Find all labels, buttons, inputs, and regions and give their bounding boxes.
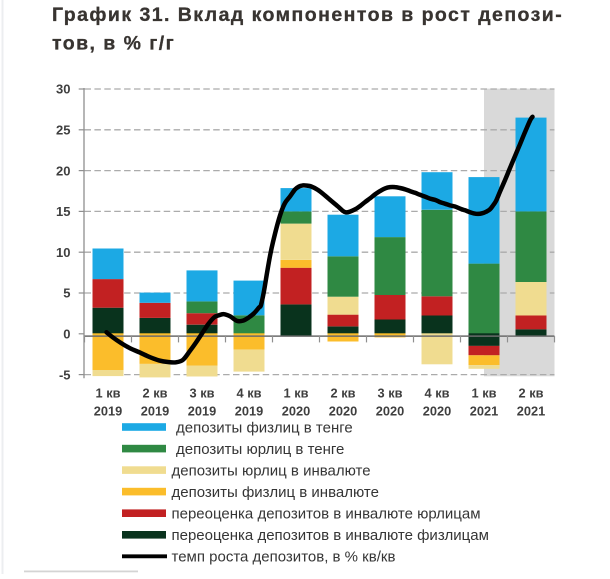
svg-text:депозиты юрлиц в тенге: депозиты юрлиц в тенге <box>176 441 344 458</box>
svg-text:25: 25 <box>56 123 70 138</box>
svg-text:2 кв: 2 кв <box>331 386 356 401</box>
svg-text:2 кв: 2 кв <box>143 386 168 401</box>
svg-text:20: 20 <box>56 163 70 178</box>
svg-text:2020: 2020 <box>423 403 451 418</box>
svg-text:30: 30 <box>56 82 70 97</box>
svg-text:4 кв: 4 кв <box>425 386 450 401</box>
svg-text:15: 15 <box>56 204 70 219</box>
svg-text:-5: -5 <box>59 367 71 382</box>
svg-text:3 кв: 3 кв <box>190 386 215 401</box>
svg-text:4 кв: 4 кв <box>237 386 262 401</box>
svg-text:темп роста депозитов, в % кв/к: темп роста депозитов, в % кв/кв <box>172 549 396 566</box>
svg-text:График 31. Вклад компонентов в: График 31. Вклад компонентов в рост депо… <box>52 4 563 26</box>
svg-text:2021: 2021 <box>470 403 498 418</box>
svg-text:1 кв: 1 кв <box>284 386 309 401</box>
svg-text:переоценка депозитов в инвалют: переоценка депозитов в инвалюте физлицам <box>172 527 489 544</box>
svg-text:2019: 2019 <box>141 403 169 418</box>
svg-text:2019: 2019 <box>94 403 122 418</box>
svg-text:3 кв: 3 кв <box>378 386 403 401</box>
svg-text:2020: 2020 <box>282 403 310 418</box>
svg-text:тов, в % г/г: тов, в % г/г <box>52 33 175 55</box>
svg-text:1 кв: 1 кв <box>96 386 121 401</box>
svg-text:2019: 2019 <box>188 403 216 418</box>
svg-text:0: 0 <box>63 327 70 342</box>
svg-text:2 кв: 2 кв <box>519 386 544 401</box>
svg-text:5: 5 <box>63 286 70 301</box>
svg-text:10: 10 <box>56 245 70 260</box>
svg-text:депозиты юрлиц в инвалюте: депозиты юрлиц в инвалюте <box>172 462 371 479</box>
svg-text:1 кв: 1 кв <box>472 386 497 401</box>
svg-text:2019: 2019 <box>235 403 263 418</box>
svg-text:депозиты физлиц в тенге: депозиты физлиц в тенге <box>176 419 353 436</box>
svg-text:переоценка депозитов в инвалют: переоценка депозитов в инвалюте юрлицам <box>172 506 481 523</box>
svg-text:депозиты физлиц в инвалюте: депозиты физлиц в инвалюте <box>172 484 379 501</box>
svg-text:2020: 2020 <box>376 403 404 418</box>
svg-text:2021: 2021 <box>517 403 545 418</box>
svg-text:2020: 2020 <box>329 403 357 418</box>
